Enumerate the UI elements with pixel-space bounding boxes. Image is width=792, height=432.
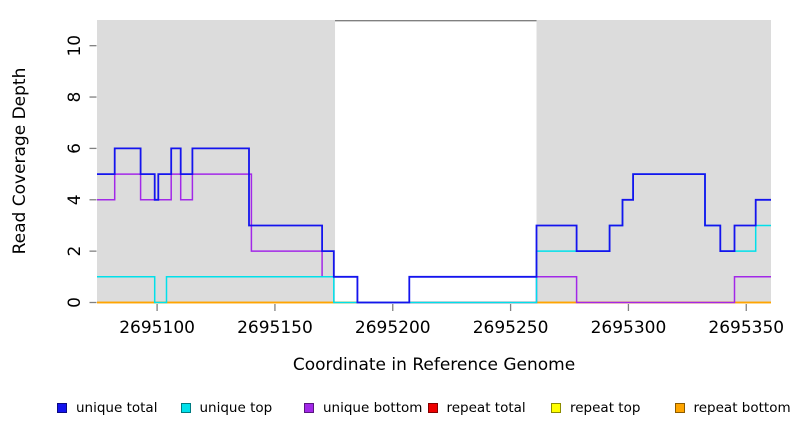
legend-label: repeat total xyxy=(446,400,526,416)
y-tick-label: 0 xyxy=(65,297,85,308)
legend-item-unique-top: unique top xyxy=(180,398,273,418)
legend-label: unique total xyxy=(76,400,158,416)
legend: unique total unique top unique bottom repea… xyxy=(0,398,792,422)
legend-label: unique bottom xyxy=(323,400,423,416)
legend-swatch-icon xyxy=(427,403,438,413)
series-line-unique-total xyxy=(97,147,771,304)
legend-swatch-icon xyxy=(57,403,67,413)
legend-swatch-icon xyxy=(674,403,685,413)
x-tick-label: 2695350 xyxy=(708,318,784,338)
legend-swatch-icon xyxy=(304,403,314,413)
legend-item-unique-total: unique total xyxy=(57,398,157,418)
y-tick-label: 4 xyxy=(65,194,85,205)
y-tick-label: 8 xyxy=(65,92,85,103)
legend-item-unique-bottom: unique bottom xyxy=(304,398,422,418)
x-tick-label: 2695250 xyxy=(473,318,549,338)
legend-label: unique top xyxy=(199,400,273,416)
legend-swatch-icon xyxy=(551,403,561,413)
legend-item-repeat-total: repeat total xyxy=(427,398,526,418)
x-tick-label: 2695200 xyxy=(355,318,431,338)
shaded-repeat-region xyxy=(536,20,771,304)
x-tick-label: 2695100 xyxy=(119,318,195,338)
x-tick-label: 2695300 xyxy=(591,318,667,338)
x-tick-label: 2695150 xyxy=(237,318,313,338)
y-axis-title: Read Coverage Depth xyxy=(10,67,30,255)
legend-label: repeat bottom xyxy=(693,400,791,416)
legend-label: repeat top xyxy=(570,400,641,416)
shaded-repeat-region xyxy=(97,20,336,304)
y-tick-label: 6 xyxy=(65,143,85,154)
y-tick-label: 2 xyxy=(65,246,85,257)
series-line-unique-bottom xyxy=(97,173,771,304)
legend-item-repeat-bottom: repeat bottom xyxy=(674,398,791,418)
y-tick-label: 10 xyxy=(65,35,85,57)
x-axis-title: Coordinate in Reference Genome xyxy=(292,355,576,375)
legend-swatch-icon xyxy=(180,403,191,413)
legend-item-repeat-top: repeat top xyxy=(551,398,640,418)
plot-area: 2695100 2695150 2695200 2695250 2695300 26953… xyxy=(65,20,784,338)
